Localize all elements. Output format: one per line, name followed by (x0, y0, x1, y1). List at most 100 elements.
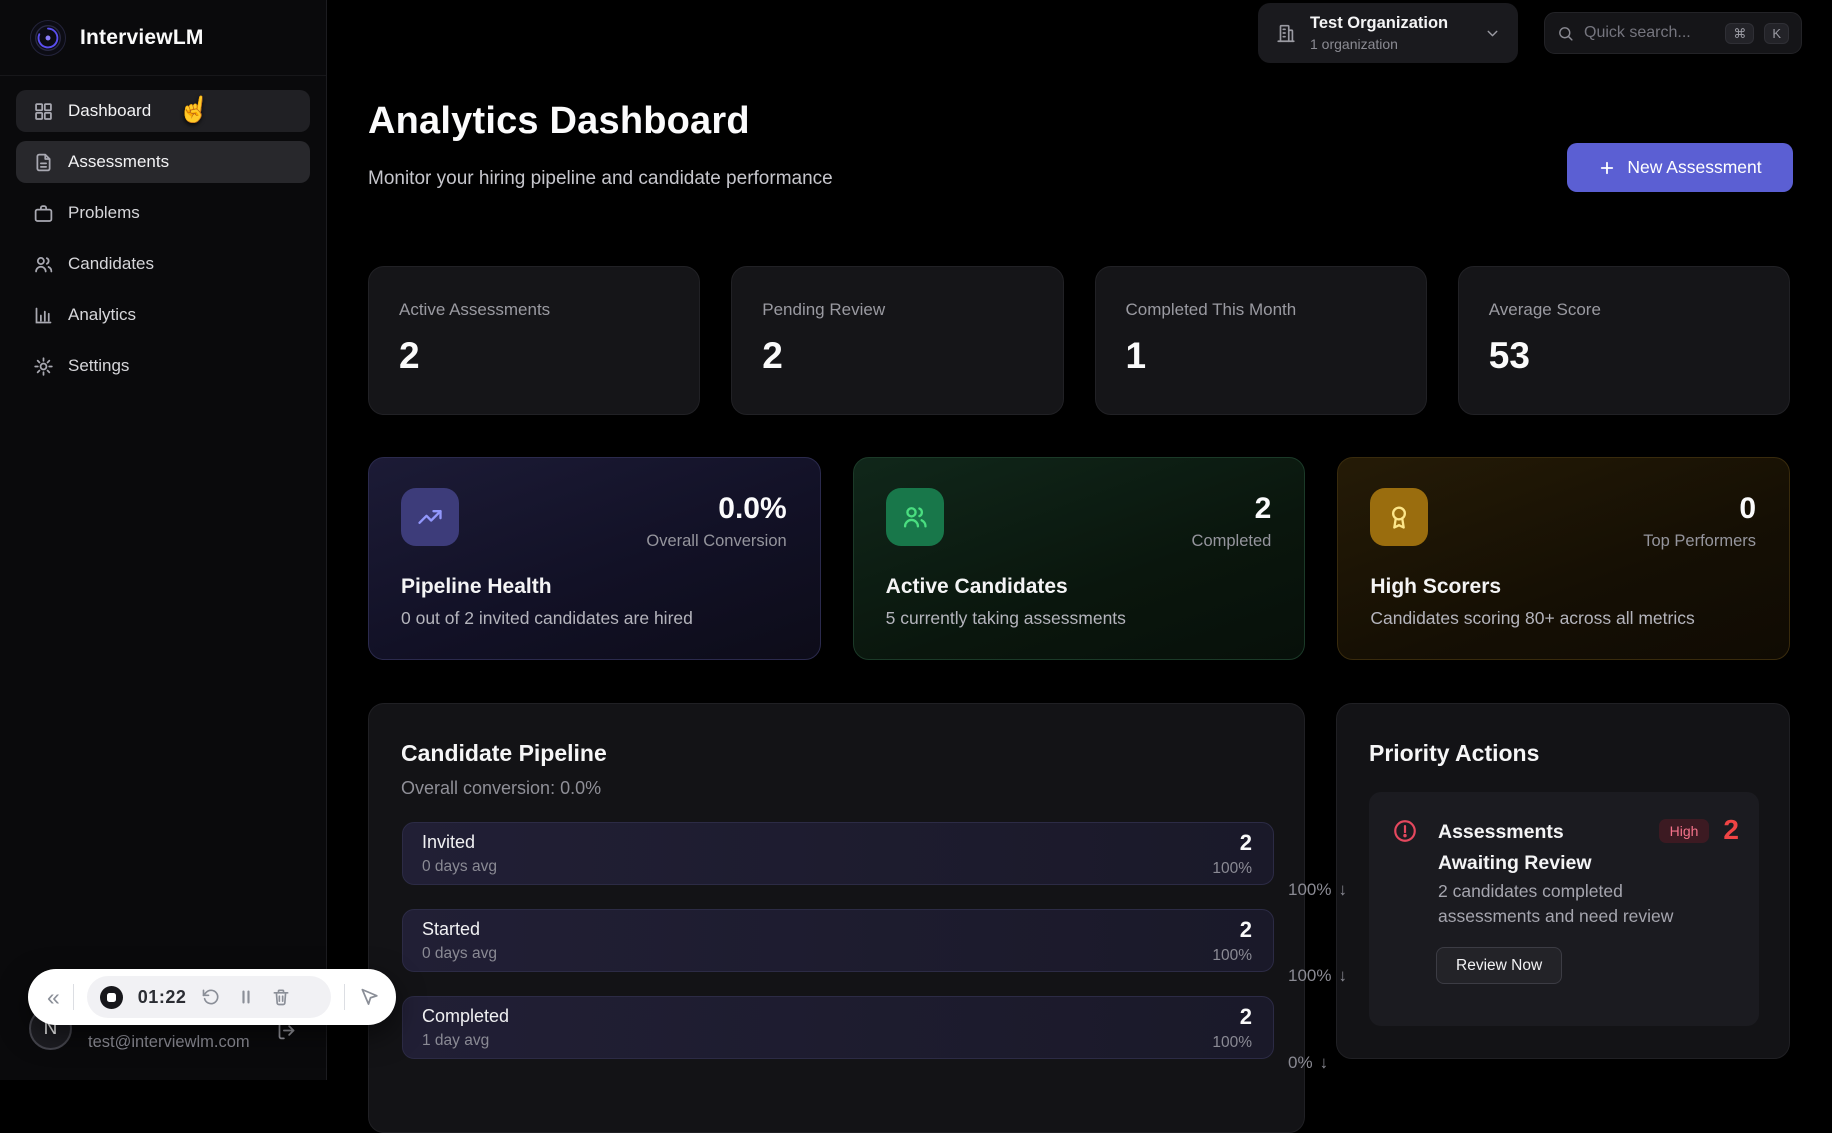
card-description: Candidates scoring 80+ across all metric… (1370, 608, 1695, 628)
divider (344, 984, 345, 1010)
priority-actions-card: Priority Actions Assessments Awaiting Re… (1336, 703, 1790, 1059)
stage-avg: 1 day avg (422, 1031, 490, 1049)
candidate-pipeline-card: Candidate Pipeline Overall conversion: 0… (368, 703, 1305, 1133)
stage-pct: 100% (1212, 1033, 1252, 1051)
card-title: Pipeline Health (401, 575, 552, 598)
trending-up-icon (401, 488, 459, 546)
priority-item-title-line1: Assessments (1438, 821, 1564, 843)
stat-value: 2 (762, 335, 783, 376)
briefcase-icon (34, 204, 53, 222)
sidebar-item-dashboard[interactable]: Dashboard (16, 90, 310, 132)
sidebar-item-label: Dashboard (68, 101, 152, 120)
recording-timer: 01:22 (137, 986, 187, 1007)
org-selector[interactable]: Test Organization 1 organization (1258, 3, 1518, 63)
search-placeholder: Quick search... (1584, 24, 1691, 41)
app-logo-icon (30, 19, 66, 56)
stat-card-completed-month: Completed This Month 1 (1094, 266, 1427, 415)
recorder-controls: 01:22 (86, 976, 331, 1018)
sidebar-item-label: Assessments (68, 152, 170, 171)
new-assessment-button[interactable]: New Assessment (1567, 143, 1793, 192)
card-title: Active Candidates (885, 575, 1068, 598)
arrow-down-icon: ↓ (1338, 966, 1347, 985)
sidebar-item-analytics[interactable]: Analytics (16, 294, 310, 336)
conversion-value: 0.0% (718, 492, 787, 525)
collapse-toolbar-icon[interactable]: « (47, 983, 60, 1010)
arrow-down-icon: ↓ (1338, 880, 1347, 899)
org-subtitle: 1 organization (1310, 36, 1398, 52)
search-icon (1559, 26, 1573, 41)
user-email: test@interviewlm.com (88, 1033, 250, 1051)
stat-value: 1 (1125, 335, 1147, 376)
restart-recording-icon[interactable] (201, 987, 221, 1007)
stat-card-average-score: Average Score 53 (1457, 266, 1790, 415)
completed-value: 2 (1254, 492, 1272, 525)
stat-value: 53 (1488, 335, 1530, 376)
dashboard-icon (35, 102, 52, 120)
card-description: 0 out of 2 invited candidates are hired (401, 608, 693, 628)
sidebar-item-label: Problems (68, 203, 140, 222)
priority-count: 2 (1723, 814, 1739, 845)
stage-avg: 0 days avg (422, 857, 497, 875)
plus-icon (1601, 161, 1614, 174)
cursor-hand-icon: ☝ (176, 91, 213, 127)
card-title: High Scorers (1370, 575, 1502, 598)
pipeline-health-card: 0.0% Overall Conversion Pipeline Health … (368, 457, 821, 660)
stat-label: Average Score (1488, 300, 1601, 319)
stage-count: 2 (1239, 1003, 1252, 1029)
sidebar-header: InterviewLM (0, 0, 326, 76)
award-icon (1370, 488, 1429, 546)
stage-conversion-label: 100% ↓ (1288, 880, 1347, 899)
priority-desc-line2: assessments and need review (1438, 906, 1674, 926)
pipeline-stage-invited: Invited 0 days avg 2 100% (402, 822, 1274, 885)
stage-avg: 0 days avg (422, 944, 497, 962)
conversion-label: Overall Conversion (646, 532, 787, 550)
pipeline-subtitle: Overall conversion: 0.0% (401, 778, 602, 798)
quick-search-input[interactable]: Quick search... ⌘ K (1544, 12, 1802, 54)
stat-value: 2 (399, 335, 420, 376)
arrow-down-icon: ↓ (1319, 1053, 1329, 1072)
priority-item: Assessments Awaiting Review High 2 2 can… (1369, 792, 1759, 1026)
sidebar-item-assessments[interactable]: Assessments (16, 141, 310, 183)
stage-label: Started (422, 918, 481, 939)
kbd-k: K (1764, 22, 1789, 44)
bar-chart-icon (35, 307, 52, 323)
sidebar-item-problems[interactable]: Problems (16, 192, 310, 234)
pause-recording-icon[interactable] (236, 987, 256, 1007)
priority-desc-line1: 2 candidates completed (1438, 881, 1623, 901)
users-icon (35, 256, 53, 272)
gear-icon (34, 356, 53, 376)
delete-recording-icon[interactable] (271, 987, 291, 1007)
page-subtitle: Monitor your hiring pipeline and candida… (368, 168, 833, 189)
chevron-down-icon (1484, 25, 1501, 42)
pointer-mode-icon[interactable] (358, 987, 379, 1008)
screen-recorder-toolbar: « 01:22 (28, 969, 396, 1025)
stage-label: Invited (422, 831, 476, 852)
top-performers-label: Top Performers (1643, 532, 1757, 550)
stop-recording-icon[interactable] (99, 985, 123, 1009)
stage-count: 2 (1239, 916, 1252, 942)
pipeline-title: Candidate Pipeline (401, 740, 607, 766)
sidebar-item-settings[interactable]: Settings (16, 345, 310, 387)
stats-row: Active Assessments 2 Pending Review 2 Co… (368, 266, 1790, 415)
review-now-button[interactable]: Review Now (1436, 947, 1563, 984)
stage-count: 2 (1239, 829, 1252, 855)
sidebar: InterviewLM Dashboard Assessments ☝ Prob… (0, 0, 327, 1080)
sidebar-item-label: Candidates (68, 254, 155, 273)
sidebar-item-label: Analytics (68, 305, 137, 324)
file-text-icon (36, 153, 51, 171)
priority-title: Priority Actions (1369, 740, 1540, 766)
org-name: Test Organization (1310, 14, 1449, 32)
pipeline-stage-started: Started 0 days avg 2 100% (402, 909, 1274, 972)
alert-circle-icon (1392, 818, 1418, 844)
stat-label: Pending Review (762, 300, 886, 319)
priority-item-title-line2: Awaiting Review (1438, 852, 1592, 874)
stage-label: Completed (422, 1005, 510, 1026)
sidebar-item-candidates[interactable]: Candidates (16, 243, 310, 285)
sidebar-nav: Dashboard Assessments ☝ Problems Candida… (0, 76, 326, 387)
stage-pct: 100% (1212, 946, 1252, 964)
stage-conversion-label: 0% ↓ (1288, 1053, 1329, 1072)
page-title: Analytics Dashboard (368, 100, 750, 142)
brand-name: InterviewLM (80, 25, 204, 49)
stat-label: Active Assessments (399, 300, 551, 319)
sidebar-item-label: Settings (68, 356, 130, 375)
